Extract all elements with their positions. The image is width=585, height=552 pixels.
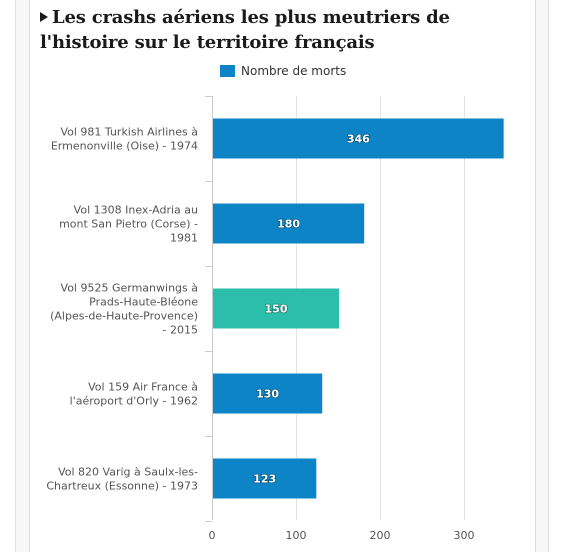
category-label-line: l'aéroport d'Orly - 1962 <box>70 395 198 408</box>
chart-title-text: Les crashs aériens les plus meutriers de… <box>40 7 450 53</box>
bar <box>213 288 339 329</box>
data-label: 346 <box>347 133 370 146</box>
category-label-line: Prads-Haute-Bléone <box>89 296 198 309</box>
category-label: Vol 159 Air France à l'aéroport d'Orly - … <box>70 381 198 408</box>
bar <box>213 118 504 159</box>
data-label: 180 <box>277 218 300 231</box>
category-label-line: Vol 820 Varig à Saulx-les- <box>58 466 198 479</box>
category-label-line: Vol 1308 Inex-Adria au <box>74 204 198 217</box>
legend-swatch <box>220 65 235 77</box>
bar <box>213 203 365 244</box>
legend-label: Nombre de morts <box>241 64 347 78</box>
category-label-line: Vol 981 Turkish Airlines à <box>60 126 198 139</box>
category-label-line: Vol 9525 Germanwings à <box>61 282 198 295</box>
data-label: 130 <box>256 388 279 401</box>
triangle-bullet-icon <box>40 12 48 22</box>
x-tick-label: 100 <box>286 529 307 542</box>
data-label: 150 <box>265 303 288 316</box>
category-label-line: 1981 <box>170 232 198 245</box>
chart-legend[interactable]: Nombre de morts <box>220 63 346 79</box>
category-label: Vol 9525 Germanwings à Prads-Haute-Bléone… <box>50 282 198 337</box>
category-label-line: Chartreux (Essonne) - 1973 <box>46 480 198 493</box>
x-tick-label: 200 <box>370 529 391 542</box>
x-tick-label: 0 <box>209 529 216 542</box>
category-label: Vol 820 Varig à Saulx-les-Chartreux (Ess… <box>46 466 198 493</box>
data-label: 123 <box>253 473 276 486</box>
category-label-line: mont San Pietro (Corse) - <box>59 218 198 231</box>
category-label-line: (Alpes-de-Haute-Provence) <box>50 310 198 323</box>
bar <box>213 373 323 414</box>
chart-title: Les crashs aériens les plus meutriers de… <box>40 5 530 55</box>
category-label: Vol 981 Turkish Airlines à Ermenonville (… <box>51 126 198 153</box>
x-tick-label: 300 <box>454 529 475 542</box>
category-label-line: - 2015 <box>163 324 198 337</box>
category-label-line: Ermenonville (Oise) - 1974 <box>51 140 198 153</box>
category-label-line: Vol 159 Air France à <box>88 381 198 394</box>
bar <box>213 458 317 499</box>
category-label: Vol 1308 Inex-Adria au mont San Pietro (C… <box>59 204 198 245</box>
